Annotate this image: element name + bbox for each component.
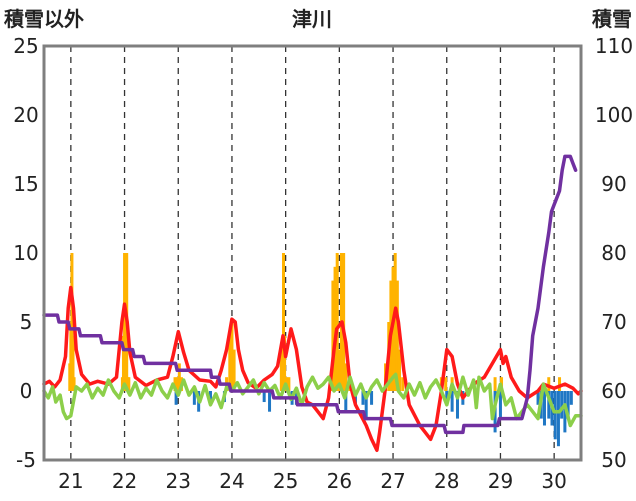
- precip-bar: [70, 253, 74, 391]
- left-tick-label: 10: [13, 241, 38, 265]
- series-line-green: [42, 372, 583, 428]
- precip-bar: [123, 253, 127, 391]
- precip-bar: [335, 253, 339, 391]
- negative-bar: [364, 391, 368, 419]
- negative-bar: [262, 391, 266, 403]
- precip-bar: [493, 377, 497, 391]
- right-tick-label: 60: [601, 379, 626, 403]
- right-tick-label: 80: [601, 241, 626, 265]
- x-tick-label: 21: [58, 469, 83, 493]
- left-tick-label: 5: [20, 310, 33, 334]
- left-tick-label: 25: [13, 34, 38, 58]
- right-tick-label: 90: [601, 172, 626, 196]
- precip-bar: [401, 377, 405, 391]
- negative-bar: [445, 391, 449, 405]
- line-layer: [42, 154, 583, 453]
- precip-bar: [71, 335, 75, 391]
- precip-bar: [331, 280, 335, 391]
- negative-bar: [268, 391, 272, 412]
- precip-bar: [444, 377, 448, 391]
- x-tick-label: 24: [219, 469, 244, 493]
- right-tick-label: 100: [595, 103, 633, 127]
- right-axis-label: 積雪: [592, 7, 632, 31]
- negative-bar: [566, 391, 570, 419]
- x-tick-label: 29: [488, 469, 513, 493]
- negative-bar: [498, 391, 502, 419]
- x-tick-label: 22: [112, 469, 137, 493]
- left-tick-label: 15: [13, 172, 38, 196]
- precip-bar: [230, 322, 234, 391]
- negative-bar: [547, 391, 551, 419]
- x-tick-label: 23: [166, 469, 191, 493]
- negative-bar: [208, 391, 212, 405]
- negative-bar: [542, 391, 546, 426]
- x-tick-label: 26: [327, 469, 352, 493]
- negative-bar: [450, 391, 454, 412]
- negative-bar: [192, 391, 196, 405]
- x-tick-label: 27: [380, 469, 405, 493]
- precip-bar: [173, 377, 177, 391]
- precip-bar: [393, 253, 397, 391]
- left-axis-ticks: -5 0 5 10 15 20 25: [13, 34, 38, 472]
- negative-bar: [370, 391, 374, 405]
- negative-bar: [563, 391, 567, 433]
- precip-bar: [283, 335, 287, 391]
- right-tick-label: 110: [595, 34, 633, 58]
- negative-bar: [361, 391, 365, 405]
- negative-bar: [174, 391, 178, 405]
- x-tick-label: 25: [273, 469, 298, 493]
- negative-bar: [455, 391, 459, 419]
- precip-bar: [395, 280, 399, 391]
- precip-bar: [344, 363, 348, 391]
- left-tick-label: 0: [20, 379, 33, 403]
- precip-bar: [397, 349, 401, 391]
- series-line-snow_depth: [42, 154, 578, 435]
- chart-title: 津川: [292, 7, 332, 31]
- negative-bar: [569, 391, 573, 405]
- precip-bar: [547, 377, 551, 391]
- left-tick-label: 20: [13, 103, 38, 127]
- right-tick-label: 50: [601, 448, 626, 472]
- negative-bar: [536, 391, 540, 405]
- precip-bar: [232, 349, 236, 391]
- precip-bar: [337, 349, 341, 391]
- precip-bar: [287, 377, 291, 391]
- precip-bar: [72, 377, 76, 391]
- x-axis-ticks: 21 22 23 24 25 26 27 28 29 30: [58, 469, 567, 493]
- precip-bar: [228, 335, 232, 391]
- right-tick-label: 70: [601, 310, 626, 334]
- x-tick-label: 30: [541, 469, 566, 493]
- precip-bar: [282, 253, 286, 391]
- right-axis-ticks: 50 60 70 80 90 100 110: [595, 34, 633, 472]
- left-tick-label: -5: [16, 448, 36, 472]
- negative-bar: [556, 391, 560, 447]
- negative-bar: [344, 391, 348, 412]
- left-axis-label: 積雪以外: [4, 7, 84, 31]
- x-tick-label: 28: [434, 469, 459, 493]
- precip-bar: [279, 349, 283, 391]
- precip-bar: [127, 377, 131, 391]
- precip-bar: [175, 377, 179, 391]
- precip-bar: [177, 363, 181, 391]
- plot-frame: [42, 44, 583, 462]
- negative-bar: [560, 391, 564, 419]
- negative-bar: [553, 391, 557, 440]
- precip-bar: [558, 377, 562, 391]
